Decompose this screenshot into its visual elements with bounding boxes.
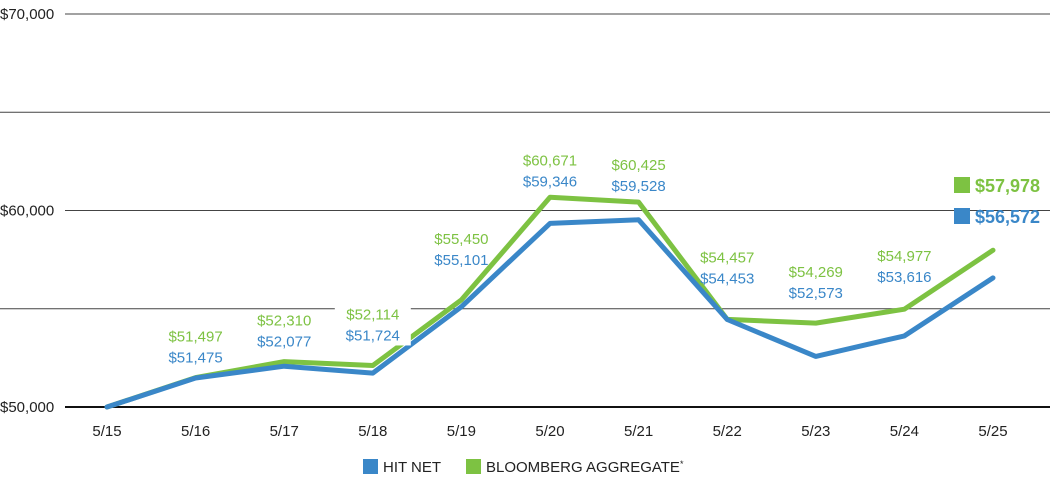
y-axis: $70,000 $60,000 $50,000 xyxy=(0,6,54,416)
y-tick-label: $70,000 xyxy=(0,6,54,23)
x-tick-label: 5/20 xyxy=(535,423,564,440)
data-label: $52,077 xyxy=(257,334,311,351)
data-label: $59,346 xyxy=(523,173,577,190)
data-label: $60,671 xyxy=(523,152,577,169)
data-label: $54,269 xyxy=(789,264,843,281)
data-label: $54,977 xyxy=(877,248,931,265)
end-label: $57,978 xyxy=(975,176,1040,196)
legend-label: HIT NET xyxy=(383,459,441,476)
data-label: $55,450 xyxy=(434,231,488,248)
data-label: $54,453 xyxy=(700,270,754,287)
data-label: $53,616 xyxy=(877,269,931,286)
series-lines xyxy=(104,194,996,410)
data-label: $59,528 xyxy=(611,178,665,195)
x-tick-label: 5/17 xyxy=(270,423,299,440)
series-line xyxy=(104,194,996,410)
x-tick-label: 5/22 xyxy=(713,423,742,440)
x-tick-label: 5/16 xyxy=(181,423,210,440)
data-label: $52,114 xyxy=(346,306,399,323)
end-marker xyxy=(954,208,970,224)
data-label: $54,457 xyxy=(700,249,754,266)
x-tick-label: 5/24 xyxy=(890,423,919,440)
legend-label: BLOOMBERG AGGREGATE* xyxy=(486,459,684,476)
gridlines xyxy=(0,13,1050,408)
data-label: $51,475 xyxy=(168,350,222,367)
legend-swatch xyxy=(363,459,378,474)
y-tick-label: $50,000 xyxy=(0,399,54,416)
data-label: $52,310 xyxy=(257,313,311,330)
label-background xyxy=(334,305,411,346)
x-tick-label: 5/25 xyxy=(978,423,1007,440)
end-marker xyxy=(954,177,970,193)
data-label: $55,101 xyxy=(434,252,488,269)
y-tick-label: $60,000 xyxy=(0,203,54,220)
legend-swatch xyxy=(466,459,481,474)
x-tick-label: 5/21 xyxy=(624,423,653,440)
data-label: $60,425 xyxy=(611,157,665,174)
data-label: $51,724 xyxy=(346,327,400,344)
x-tick-label: 5/23 xyxy=(801,423,830,440)
x-tick-label: 5/18 xyxy=(358,423,387,440)
x-axis: 5/15 5/16 5/17 5/18 5/19 5/20 5/21 5/22 5/23 5/24… xyxy=(92,423,1007,440)
data-label: $52,573 xyxy=(789,285,843,302)
x-tick-label: 5/19 xyxy=(447,423,476,440)
data-labels: $51,497 $51,475 $52,310 $52,077 $52,114 $51,7… xyxy=(168,152,1040,366)
legend: HIT NET BLOOMBERG AGGREGATE* xyxy=(363,459,684,476)
end-label: $56,572 xyxy=(975,207,1040,227)
data-label: $51,497 xyxy=(168,329,222,346)
x-tick-label: 5/15 xyxy=(92,423,121,440)
series-line xyxy=(104,217,996,410)
legend-superscript: * xyxy=(680,459,684,469)
